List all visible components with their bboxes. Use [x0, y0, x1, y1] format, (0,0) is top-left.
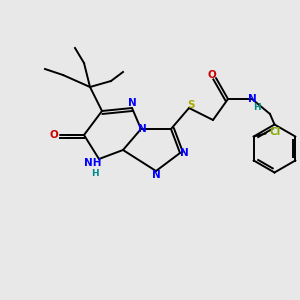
- Text: N: N: [248, 94, 256, 104]
- Text: NH: NH: [84, 158, 102, 169]
- Text: N: N: [128, 98, 136, 109]
- Text: Cl: Cl: [269, 127, 280, 137]
- Text: H: H: [91, 169, 98, 178]
- Text: N: N: [180, 148, 189, 158]
- Text: O: O: [50, 130, 58, 140]
- Text: H: H: [253, 103, 260, 112]
- Text: N: N: [152, 170, 160, 181]
- Text: O: O: [207, 70, 216, 80]
- Text: N: N: [138, 124, 147, 134]
- Text: S: S: [187, 100, 194, 110]
